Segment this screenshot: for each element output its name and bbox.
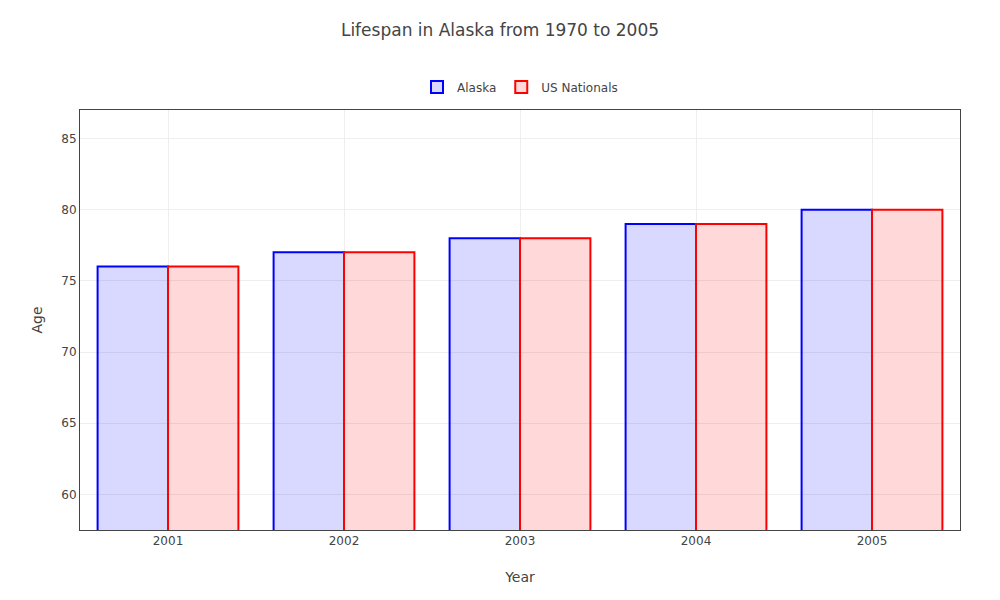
svg-text:2004: 2004: [681, 534, 712, 548]
svg-text:65: 65: [61, 416, 76, 430]
svg-text:2005: 2005: [857, 534, 888, 548]
svg-text:70: 70: [61, 345, 76, 359]
svg-text:Alaska: Alaska: [457, 81, 496, 95]
svg-text:85: 85: [61, 132, 76, 146]
svg-text:US Nationals: US Nationals: [541, 81, 617, 95]
svg-text:Lifespan in Alaska from 1970 t: Lifespan in Alaska from 1970 to 2005: [341, 20, 659, 40]
svg-text:2003: 2003: [505, 534, 536, 548]
svg-text:2001: 2001: [153, 534, 184, 548]
svg-text:60: 60: [61, 488, 76, 502]
svg-text:2002: 2002: [329, 534, 360, 548]
svg-text:Year: Year: [504, 569, 535, 585]
svg-text:75: 75: [61, 274, 76, 288]
svg-text:Age: Age: [29, 306, 45, 333]
svg-text:80: 80: [61, 203, 76, 217]
